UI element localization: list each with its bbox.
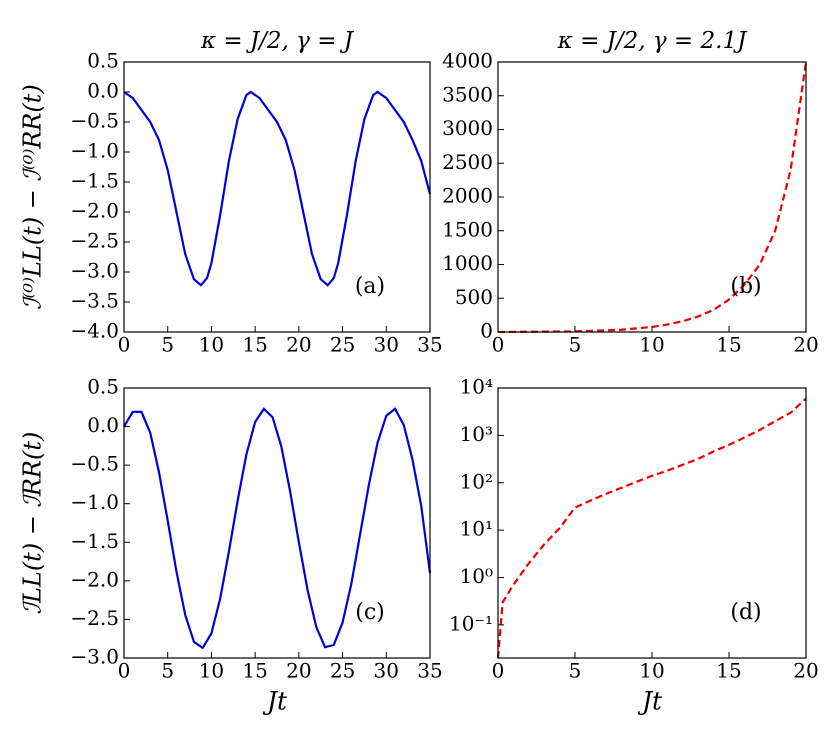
x-tick-label: 20 — [793, 333, 818, 357]
y-tick-label: 3500 — [442, 82, 493, 106]
x-tick-label: 5 — [161, 659, 174, 683]
x-tick-label: 10 — [199, 659, 224, 683]
x-tick-label: 25 — [330, 333, 355, 357]
y-tick-label: −0.5 — [70, 109, 119, 133]
y-tick-label: −3.0 — [70, 259, 119, 283]
y-tick-label: 10⁻¹ — [449, 611, 493, 635]
y-tick-label: 3000 — [442, 116, 493, 140]
x-tick-label: 10 — [639, 659, 664, 683]
y-tick-label: 1000 — [442, 251, 493, 275]
y-tick-label: −2.5 — [70, 229, 119, 253]
y-tick-label: 0.0 — [87, 79, 119, 103]
y-tick-label: −1.0 — [70, 490, 119, 514]
line-series — [497, 61, 808, 334]
y-tick-label: 10¹ — [460, 517, 493, 541]
x-tick-label: 15 — [716, 659, 741, 683]
line-series — [123, 90, 432, 287]
x-tick-label: 35 — [417, 659, 442, 683]
y-axis-label: ℐLL(t) − ℐRR(t) — [19, 432, 47, 615]
y-tick-label: 0 — [480, 319, 493, 343]
y-tick-label: 0.0 — [87, 413, 119, 437]
x-tick-label: 20 — [793, 659, 818, 683]
y-tick-label: −2.5 — [70, 606, 119, 630]
y-tick-label: −2.0 — [70, 199, 119, 223]
panel-annotation: (a) — [355, 274, 385, 299]
y-tick-label: 2000 — [442, 184, 493, 208]
x-tick-label: 0 — [118, 333, 131, 357]
x-tick-label: 10 — [639, 333, 664, 357]
panel-annotation: (d) — [730, 600, 761, 625]
panel-title: κ = J/2, γ = J — [200, 28, 355, 54]
line-series — [496, 397, 807, 659]
y-tick-label: −4.0 — [70, 319, 119, 343]
y-tick-label: −2.0 — [70, 567, 119, 591]
line-series — [123, 407, 432, 650]
x-tick-label: 5 — [161, 333, 174, 357]
panel-annotation: (c) — [355, 600, 385, 625]
x-axis-label: Jt — [637, 687, 663, 716]
x-tick-label: 15 — [242, 333, 267, 357]
plot-frame — [123, 61, 431, 333]
x-tick-label: 5 — [569, 659, 582, 683]
y-tick-label: −1.5 — [70, 529, 119, 553]
y-tick-label: 10⁰ — [460, 564, 493, 588]
x-tick-label: 35 — [417, 333, 442, 357]
y-tick-label: −0.5 — [70, 452, 119, 476]
x-tick-label: 25 — [330, 659, 355, 683]
x-tick-label: 0 — [118, 659, 131, 683]
y-tick-label: −3.0 — [70, 645, 119, 669]
x-tick-label: 30 — [374, 333, 399, 357]
y-axis-label: ℐ⁽⁰⁾LL(t) − ℐ⁽⁰⁾RR(t) — [19, 84, 47, 310]
x-tick-label: 20 — [286, 333, 311, 357]
y-tick-label: 2500 — [442, 150, 493, 174]
x-tick-label: 30 — [374, 659, 399, 683]
y-tick-label: −3.5 — [70, 289, 119, 313]
y-tick-label: −1.5 — [70, 169, 119, 193]
x-tick-label: 0 — [492, 333, 505, 357]
x-tick-label: 15 — [242, 659, 267, 683]
y-tick-label: 10² — [460, 469, 493, 493]
y-tick-label: 10³ — [460, 422, 493, 446]
y-tick-label: 10⁴ — [460, 375, 493, 399]
plot-frame — [123, 387, 431, 659]
y-tick-label: 1500 — [442, 217, 493, 241]
y-tick-label: −1.0 — [70, 139, 119, 163]
y-tick-label: 0.5 — [87, 49, 119, 73]
panel-title: κ = J/2, γ = 2.1J — [557, 28, 748, 54]
panel-annotation: (b) — [730, 274, 761, 299]
y-tick-label: 4000 — [442, 49, 493, 73]
x-tick-label: 10 — [199, 333, 224, 357]
x-tick-label: 0 — [492, 659, 505, 683]
x-tick-label: 5 — [569, 333, 582, 357]
x-tick-label: 20 — [286, 659, 311, 683]
y-tick-label: 0.5 — [87, 375, 119, 399]
y-tick-label: 500 — [455, 285, 493, 309]
x-axis-label: Jt — [262, 687, 288, 716]
x-tick-label: 15 — [716, 333, 741, 357]
